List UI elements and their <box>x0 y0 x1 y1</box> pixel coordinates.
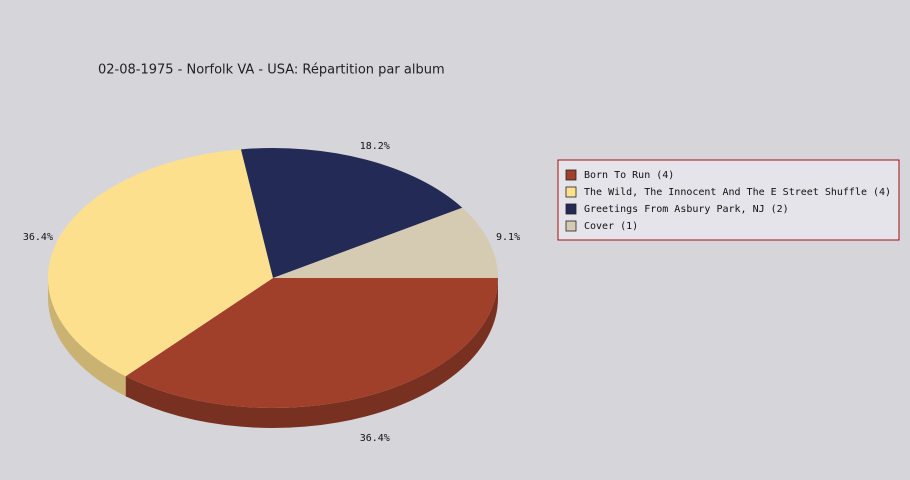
pie-slice <box>48 149 274 377</box>
legend-label: The Wild, The Innocent And The E Street … <box>584 187 891 198</box>
pie-tops <box>48 148 498 408</box>
legend-label: Greetings From Asbury Park, NJ (2) <box>584 204 789 215</box>
legend-box <box>557 159 900 241</box>
pie-slice <box>125 278 498 408</box>
slice-label: 18.2% <box>360 141 390 152</box>
pie-slice <box>240 148 463 278</box>
legend-swatch <box>565 186 577 198</box>
slice-side <box>47 278 126 397</box>
slice-label: 9.1% <box>496 232 520 243</box>
pie-sides <box>47 278 498 428</box>
slice-label: 36.4% <box>23 232 53 243</box>
slice-label: 36.4% <box>360 433 390 444</box>
legend-swatch <box>565 203 577 215</box>
legend-label: Born To Run (4) <box>584 170 674 181</box>
legend: Born To Run (4) The Wild, The Innocent An… <box>565 169 891 232</box>
legend-swatch <box>565 169 577 181</box>
chart-title: 02-08-1975 - Norfolk VA - USA: Répartiti… <box>98 63 445 78</box>
pie-slice <box>273 207 498 278</box>
legend-swatch <box>565 220 577 232</box>
slice-side <box>125 278 498 428</box>
pie-labels: 36.4% 36.4% 18.2% 9.1% <box>23 141 520 444</box>
legend-label: Cover (1) <box>584 221 638 232</box>
